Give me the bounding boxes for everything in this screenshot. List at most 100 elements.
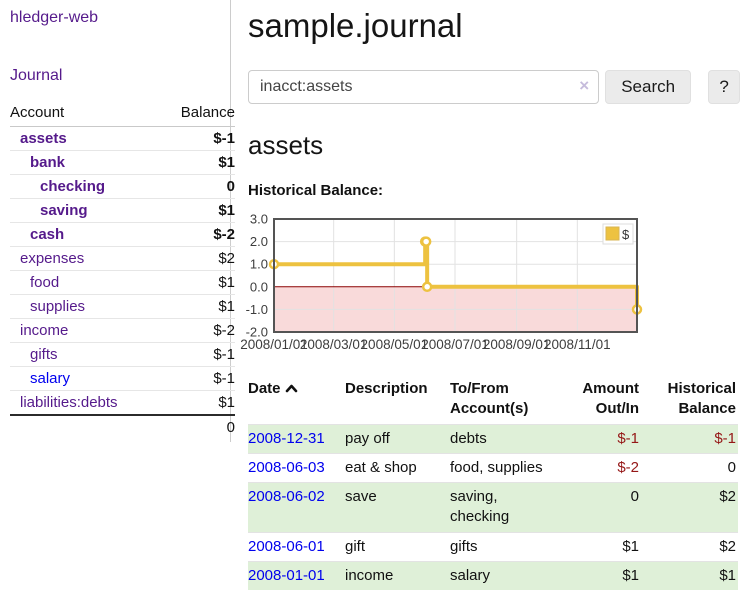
register-row: 2008-12-31 pay off debts $-1 $-1 [248, 424, 738, 454]
y-tick-label: 2.0 [250, 234, 268, 249]
account-link-assets[interactable]: assets [20, 130, 67, 147]
balance-column-header-main: Historical Balance [667, 380, 736, 418]
account-link-bank[interactable]: bank [10, 150, 160, 175]
transaction-balance: $-1 [714, 429, 736, 447]
data-point-marker [421, 281, 433, 293]
app-brand-link[interactable]: hledger-web [10, 9, 99, 26]
y-tick-label: -2.0 [246, 325, 268, 340]
transaction-amount: $1 [622, 537, 639, 555]
transaction-description: eat & shop [345, 458, 417, 476]
transaction-balance: $1 [719, 566, 736, 584]
account-balance: $1 [159, 294, 235, 319]
account-table-header: Account Balance [10, 101, 235, 127]
transaction-description: pay off [345, 429, 390, 447]
account-row: expenses $2 [10, 246, 235, 271]
page-title: sample.journal [248, 7, 463, 44]
account-link-gifts[interactable]: gifts [10, 342, 160, 367]
transaction-date-link[interactable]: 2008-06-01 [248, 537, 325, 555]
y-tick-label: 0.0 [250, 279, 268, 294]
account-balance: 0 [159, 174, 235, 199]
account-row: gifts $-1 [10, 342, 235, 367]
account-link-saving[interactable]: saving [10, 198, 160, 223]
transaction-balance: $2 [719, 488, 736, 505]
register-row: 2008-06-02 save saving, checking 0 $2 [248, 482, 738, 532]
search-button[interactable]: Search [605, 70, 692, 104]
y-tick-label: -1.0 [246, 302, 268, 317]
account-row: cash $-2 [10, 222, 235, 247]
plot-border [273, 218, 638, 333]
transaction-accounts: salary [450, 566, 491, 584]
account-link-supplies[interactable]: supplies [10, 294, 160, 319]
account-balance: $-1 [159, 366, 235, 391]
search-input-wrapper: × [248, 70, 600, 104]
account-row: food $1 [10, 270, 235, 295]
account-link-salary[interactable]: salary [10, 366, 160, 391]
account-column-header: Account [10, 101, 160, 127]
clear-search-icon[interactable]: × [579, 76, 590, 95]
transaction-date-link[interactable]: 2008-06-02 [248, 488, 325, 505]
account-link-cash[interactable]: cash [10, 222, 160, 247]
accounts-column-header: To/From Account(s) [450, 380, 529, 418]
account-balance: $1 [159, 150, 235, 175]
transaction-balance: $2 [719, 537, 736, 555]
x-tick-label: 2008/03/01 [300, 337, 368, 352]
date-column-header[interactable]: Date [248, 377, 345, 424]
transaction-date-link[interactable]: 2008-01-01 [248, 566, 325, 584]
transaction-date-link[interactable]: 2008-06-03 [248, 458, 325, 476]
historical-balance-label: Historical Balance: [248, 182, 384, 199]
main-content: sample.journal × Search ? assets Histori… [240, 0, 740, 590]
account-balance: $1 [159, 270, 235, 295]
transaction-amount: 0 [630, 488, 639, 505]
register-table: Date Description To/From Account(s) Amou… [248, 377, 738, 590]
transaction-accounts: saving, checking [450, 488, 510, 526]
account-row: assets $-1 [10, 127, 235, 151]
account-row: supplies $1 [10, 294, 235, 319]
account-balance: $1 [159, 198, 235, 223]
account-link-expenses[interactable]: expenses [10, 246, 160, 271]
x-tick-label: 2008/11/01 [544, 337, 611, 352]
transaction-description: gift [345, 537, 366, 555]
x-tick-label: 2008/05/01 [361, 337, 429, 352]
account-row: liabilities:debts $1 [10, 390, 235, 415]
legend-swatch [605, 226, 620, 241]
account-link-income[interactable]: income [10, 318, 160, 343]
register-row: 2008-06-01 gift gifts $1 $2 [248, 532, 738, 561]
account-link-liabilities-debts[interactable]: liabilities:debts [10, 390, 160, 415]
account-balance: $-2 [159, 222, 235, 247]
sidebar: hledger-web Journal Account Balance asse… [0, 0, 235, 442]
account-link-food[interactable]: food [10, 270, 160, 295]
historical-balance-chart[interactable]: $3.0 2.0 1.0 0.0 -1.0 -2.0 2008/01/01 2008/03/0… [240, 212, 643, 354]
transaction-accounts: food, supplies [450, 458, 543, 476]
amount-column-header: Amount Out/In [582, 380, 639, 418]
register-row: 2008-06-03 eat & shop food, supplies $-2 0 [248, 453, 738, 482]
y-tick-label: 1.0 [250, 257, 268, 272]
transaction-balance: 0 [727, 458, 736, 476]
x-tick-label: 2008/01/01 [240, 337, 308, 352]
register-row: 2008-01-01 income salary $1 $1 [248, 561, 738, 590]
description-column-header: Description [345, 380, 428, 397]
account-balance-table: Account Balance assets $-1 bank $1 checking 0… [10, 101, 235, 439]
help-button[interactable]: ? [708, 70, 740, 104]
transaction-accounts: gifts [450, 537, 478, 555]
transaction-accounts: debts [450, 429, 487, 447]
total-spacer [10, 414, 160, 439]
account-balance: $1 [159, 390, 235, 415]
account-balance: $-1 [159, 342, 235, 367]
y-tick-label: 3.0 [250, 212, 268, 227]
transaction-date-link[interactable]: 2008-12-31 [248, 429, 325, 447]
account-link-checking[interactable]: checking [10, 174, 160, 199]
register-header-row: Date Description To/From Account(s) Amou… [248, 377, 738, 424]
search-input[interactable] [248, 70, 600, 104]
transaction-amount: $-2 [617, 458, 639, 476]
data-point-marker [420, 236, 432, 247]
transaction-amount: $1 [622, 566, 639, 584]
account-row: income $-2 [10, 318, 235, 343]
total-balance-value: 0 [159, 414, 235, 439]
account-heading: assets [248, 130, 324, 160]
legend-label: $ [622, 227, 630, 242]
account-balance: $-1 [213, 130, 235, 147]
sidebar-item-journal[interactable]: Journal [10, 67, 63, 84]
balance-column-header: Balance [159, 101, 235, 127]
transaction-amount: $-1 [617, 429, 639, 447]
account-row: salary $-1 [10, 366, 235, 391]
